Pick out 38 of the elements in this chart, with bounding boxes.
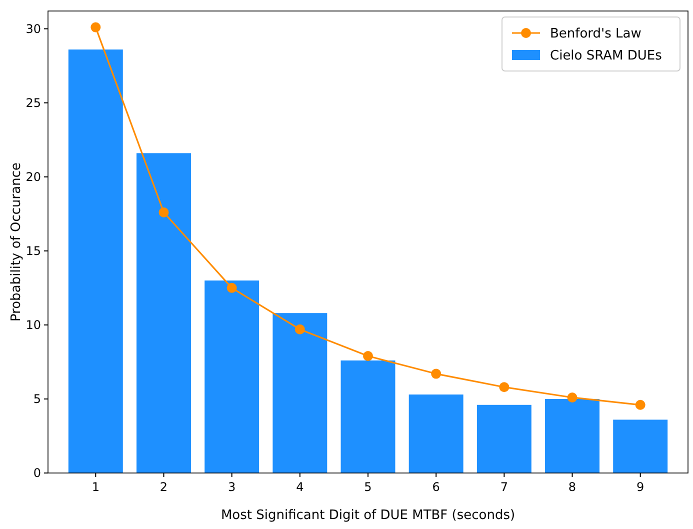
bar	[476, 404, 532, 473]
bar	[408, 394, 464, 473]
x-tick-label: 4	[296, 480, 304, 494]
point	[158, 207, 169, 218]
y-tick-label: 10	[26, 318, 41, 332]
point	[499, 382, 510, 392]
y-tick-label: 20	[26, 170, 41, 184]
x-tick-label: 6	[432, 480, 440, 494]
point	[90, 22, 101, 32]
point	[294, 324, 305, 334]
y-tick-label: 25	[26, 96, 41, 110]
bar	[136, 153, 191, 473]
x-tick-label: 2	[160, 480, 168, 494]
y-axis-title: Probability of Occurance	[9, 162, 24, 322]
legend-label: Cielo SRAM DUEs	[550, 48, 662, 64]
y-tick-label: 15	[26, 244, 41, 258]
x-tick-label: 3	[228, 480, 236, 494]
y-tick-label: 0	[33, 466, 41, 480]
bar	[545, 398, 600, 473]
point	[431, 368, 442, 379]
bar	[272, 313, 328, 473]
bar	[204, 280, 260, 473]
bar	[613, 420, 668, 473]
legend-label: Benford's Law	[550, 26, 642, 42]
point	[363, 351, 373, 362]
point	[635, 400, 646, 410]
point	[567, 392, 578, 402]
x-tick-label: 5	[364, 480, 372, 494]
x-axis-title: Most Significant Digit of DUE MTBF (seconds)	[220, 508, 516, 523]
x-tick-label: 9	[636, 480, 644, 494]
y-tick-label: 5	[33, 392, 41, 406]
bar	[340, 360, 396, 473]
x-tick-label: 8	[568, 480, 576, 494]
x-tick-label: 7	[500, 480, 508, 494]
point	[226, 282, 237, 293]
bar	[68, 50, 123, 473]
y-tick-label: 30	[26, 22, 41, 36]
x-tick-label: 1	[92, 480, 100, 494]
